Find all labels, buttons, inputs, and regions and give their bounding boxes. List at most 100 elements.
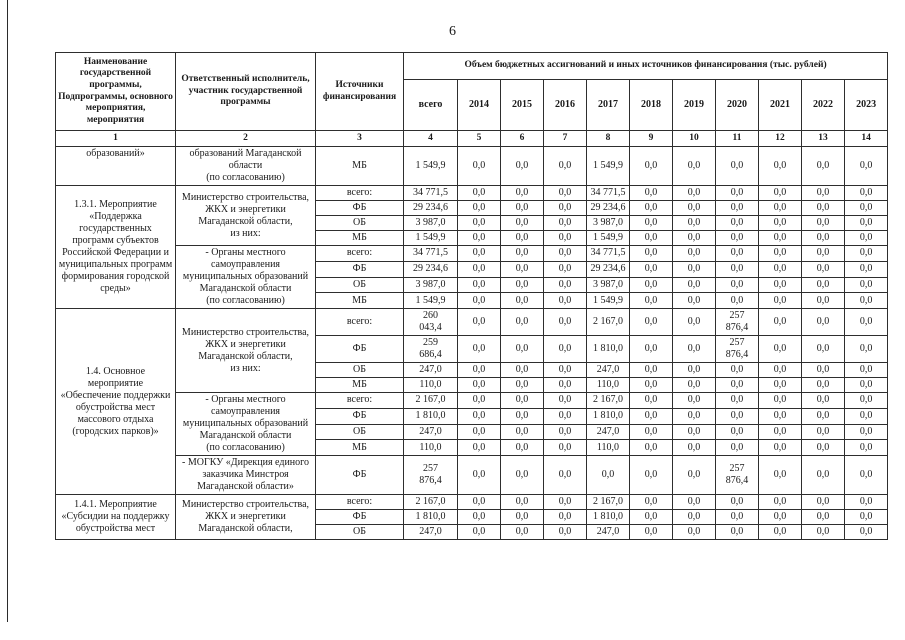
- value-cell: 0,0: [500, 215, 544, 231]
- value-cell: 1 810,0: [403, 407, 458, 425]
- value-cell: 1 810,0: [403, 509, 458, 525]
- value-cell: 0,0: [715, 200, 759, 216]
- value-cell: 0,0: [758, 423, 802, 441]
- value-cell: 110,0: [403, 439, 458, 456]
- column-number-header: 9: [629, 130, 673, 147]
- value-cell: 0,0: [543, 215, 587, 231]
- column-number-header: 13: [801, 130, 845, 147]
- value-cell: 0,0: [457, 260, 501, 278]
- value-cell: 0,0: [801, 292, 845, 309]
- value-cell: 0,0: [672, 230, 716, 246]
- value-cell: 0,0: [758, 377, 802, 393]
- value-cell: 0,0: [758, 185, 802, 201]
- value-cell: 1 810,0: [586, 509, 630, 525]
- table-row: ФБ 29 234,6 0,0 0,0 0,0 29 234,6 0,0 0,0 0,0 0,0 0…: [56, 200, 889, 216]
- value-cell: 0,0: [843, 439, 889, 456]
- value-cell: 0,0: [543, 377, 587, 393]
- value-cell: 0,0: [843, 200, 889, 216]
- value-cell: 0,0: [543, 362, 587, 378]
- value-cell: 0,0: [801, 439, 845, 456]
- value-cell: 0,0: [672, 362, 716, 378]
- column-number-header: 7: [543, 130, 587, 147]
- executor-cell: - Органы местного самоуправления муницип…: [175, 245, 316, 309]
- value-cell: 0,0: [801, 260, 845, 278]
- executor-cell: образований Магаданской области (по согл…: [175, 146, 316, 186]
- value-cell: 0,0: [715, 509, 759, 525]
- value-cell: 0,0: [758, 392, 802, 409]
- value-cell: 0,0: [543, 146, 587, 186]
- value-cell: 0,0: [715, 524, 759, 540]
- value-cell: 0,0: [801, 392, 845, 409]
- value-cell: 0,0: [672, 439, 716, 456]
- source-cell: всего:: [315, 308, 404, 336]
- value-cell: 0,0: [672, 392, 716, 409]
- value-cell: 0,0: [715, 260, 759, 278]
- value-cell: 0,0: [715, 146, 759, 186]
- value-cell: 0,0: [457, 215, 501, 231]
- value-cell: 0,0: [672, 509, 716, 525]
- value-cell: 0,0: [672, 185, 716, 201]
- value-cell: 0,0: [843, 377, 889, 393]
- value-cell: 0,0: [672, 292, 716, 309]
- executor-cell: - Органы местного самоуправления муницип…: [175, 392, 316, 456]
- value-cell: 0,0: [629, 455, 673, 495]
- value-cell: 0,0: [715, 245, 759, 262]
- value-cell: 0,0: [715, 230, 759, 246]
- value-cell: 0,0: [758, 230, 802, 246]
- value-cell: 0,0: [500, 423, 544, 441]
- value-cell: 0,0: [543, 292, 587, 309]
- value-cell: 0,0: [843, 308, 889, 336]
- scan-edge-line: [7, 0, 8, 622]
- value-cell: 0,0: [843, 524, 889, 540]
- column-number-header: 6: [500, 130, 544, 147]
- value-cell: 2 167,0: [403, 494, 458, 510]
- value-cell: 0,0: [543, 524, 587, 540]
- source-cell: всего:: [315, 245, 404, 262]
- value-cell: 110,0: [403, 377, 458, 393]
- value-cell: 247,0: [403, 423, 458, 441]
- value-cell: 1 549,9: [403, 146, 458, 186]
- value-cell: 0,0: [843, 245, 889, 262]
- value-cell: 0,0: [500, 362, 544, 378]
- value-cell: 0,0: [543, 200, 587, 216]
- value-cell: 0,0: [672, 335, 716, 363]
- source-cell: ФБ: [315, 260, 404, 278]
- value-cell: 247,0: [586, 524, 630, 540]
- column-number-header: 8: [586, 130, 630, 147]
- value-cell: 110,0: [586, 439, 630, 456]
- column-number-header: 5: [457, 130, 501, 147]
- value-cell: 0,0: [672, 455, 716, 495]
- year-column-header: 2020: [715, 79, 759, 131]
- value-cell: 0,0: [629, 292, 673, 309]
- value-cell: 0,0: [543, 230, 587, 246]
- value-cell: 0,0: [500, 392, 544, 409]
- value-cell: 0,0: [715, 185, 759, 201]
- table-row: 1.4. Основное мероприятие «Обеспечение п…: [55, 308, 889, 495]
- value-cell: 0,0: [500, 377, 544, 393]
- value-cell: 0,0: [672, 215, 716, 231]
- value-cell: 1 549,9: [586, 146, 630, 186]
- table-body: образований» образований Магаданской обла…: [55, 146, 889, 540]
- source-cell: ОБ: [315, 524, 404, 540]
- year-column-header: 2016: [543, 79, 587, 131]
- value-cell: 0,0: [457, 455, 501, 495]
- column-number-header: 10: [672, 130, 716, 147]
- value-cell: 0,0: [715, 276, 759, 294]
- table-row: МБ 110,0 0,0 0,0 0,0 110,0 0,0 0,0 0,0 0,0 0,0 0,0: [56, 377, 889, 393]
- column-number-header: 3: [315, 130, 404, 147]
- table-row: - Органы местного самоуправления муницип…: [56, 392, 889, 456]
- value-cell: 0,0: [758, 509, 802, 525]
- value-cell: 0,0: [629, 439, 673, 456]
- value-cell: 0,0: [543, 439, 587, 456]
- value-cell: 0,0: [457, 407, 501, 425]
- col-header-executor: Ответственный исполнитель, участник госу…: [175, 52, 316, 131]
- value-cell: 0,0: [457, 308, 501, 336]
- source-cell: ФБ: [315, 509, 404, 525]
- col-header-amounts-group: Объем бюджетных ассигнований и иных исто…: [402, 52, 889, 80]
- value-cell: 0,0: [629, 215, 673, 231]
- value-cell: 0,0: [715, 215, 759, 231]
- program-name-cell: 1.3.1. Мероприятие «Поддержка государств…: [55, 185, 176, 309]
- value-cell: 0,0: [500, 276, 544, 294]
- executor-cell: Министерство строительства, ЖКХ и энерге…: [175, 494, 316, 540]
- source-cell: МБ: [315, 146, 404, 186]
